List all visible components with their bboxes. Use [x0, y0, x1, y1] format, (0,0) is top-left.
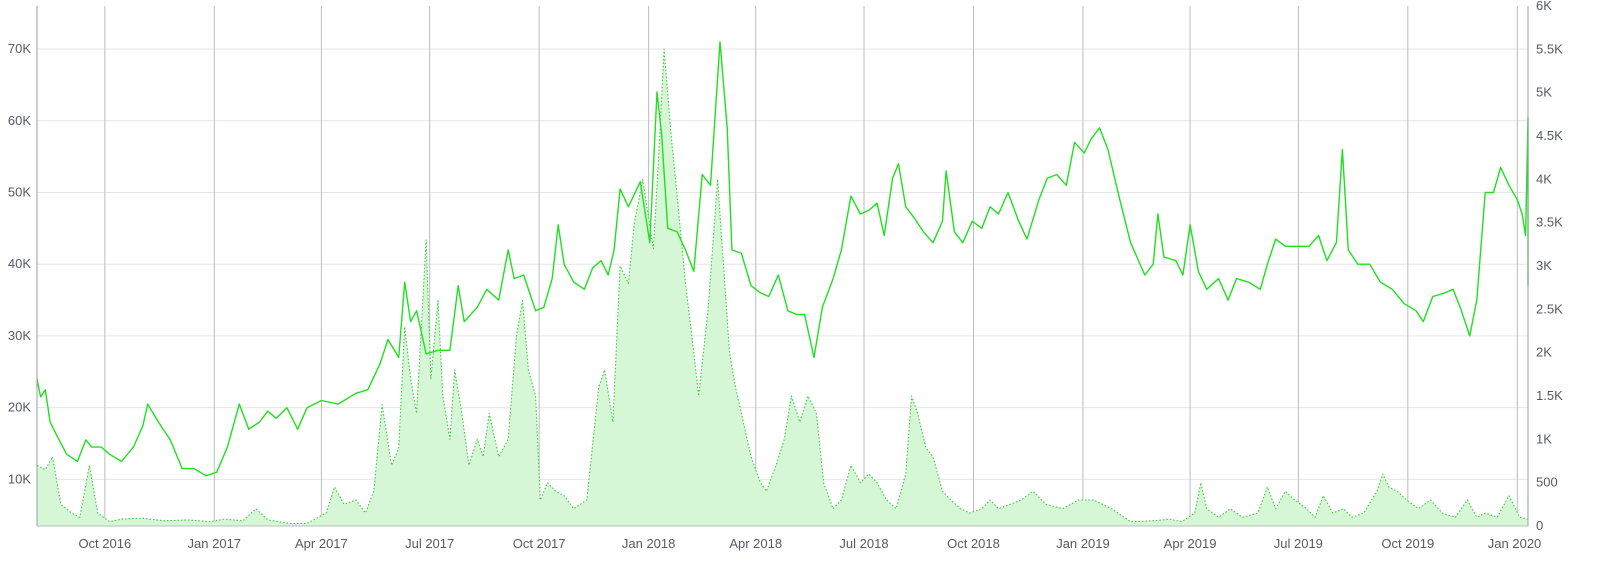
left-y-tick-label: 10K [8, 471, 31, 486]
x-tick-label: Jul 2018 [839, 536, 888, 551]
right-y-tick-label: 6K [1536, 0, 1552, 13]
x-axis-ticks: Oct 2016 Jan 2017 Apr 2017 Jul 2017 Oct 2017… [78, 536, 1541, 551]
left-y-tick-label: 40K [8, 256, 31, 271]
x-tick-label: Oct 2016 [78, 536, 131, 551]
right-y-tick-label: 2.5K [1536, 301, 1563, 316]
x-tick-label: Oct 2017 [513, 536, 566, 551]
x-tick-label: Apr 2017 [295, 536, 348, 551]
series-2-line [36, 48, 1529, 524]
right-y-tick-label: 5.5K [1536, 41, 1563, 56]
right-y-tick-label: 1K [1536, 431, 1552, 446]
series-2-area [37, 49, 1528, 527]
left-y-tick-label: 30K [8, 328, 31, 343]
right-y-tick-label: 3K [1536, 258, 1552, 273]
x-tick-label: Apr 2018 [729, 536, 782, 551]
right-y-tick-label: 4.5K [1536, 128, 1563, 143]
x-tick-label: Jan 2019 [1056, 536, 1110, 551]
horizontal-gridlines [37, 48, 1528, 480]
x-tick-label: Jan 2020 [1488, 536, 1542, 551]
right-y-tick-label: 1.5K [1536, 388, 1563, 403]
right-y-tick-label: 0 [1536, 518, 1543, 533]
left-y-tick-label: 70K [8, 41, 31, 56]
right-y-axis-ticks: 0 500 1K 1.5K 2K 2.5K 3K 3.5K 4K 4.5K 5K 5.5K 6K [1536, 0, 1563, 533]
right-y-tick-label: 2K [1536, 345, 1552, 360]
series-1-line [36, 41, 1529, 477]
left-axis-series [36, 41, 1529, 477]
x-tick-label: Jul 2019 [1274, 536, 1323, 551]
x-tick-label: Apr 2019 [1164, 536, 1217, 551]
x-tick-label: Jan 2017 [188, 536, 242, 551]
left-y-axis-ticks: 10K 20K 30K 40K 50K 60K 70K [8, 41, 31, 486]
right-y-tick-label: 500 [1536, 475, 1558, 490]
x-tick-label: Oct 2018 [947, 536, 1000, 551]
x-tick-label: Oct 2019 [1381, 536, 1434, 551]
left-y-tick-label: 60K [8, 113, 31, 128]
left-y-tick-label: 20K [8, 400, 31, 415]
right-y-tick-label: 5K [1536, 85, 1552, 100]
right-y-tick-label: 3.5K [1536, 215, 1563, 230]
left-y-tick-label: 50K [8, 184, 31, 199]
x-tick-label: Jan 2018 [622, 536, 676, 551]
right-y-tick-label: 4K [1536, 171, 1552, 186]
right-axis-series [36, 48, 1529, 527]
x-tick-label: Jul 2017 [405, 536, 454, 551]
